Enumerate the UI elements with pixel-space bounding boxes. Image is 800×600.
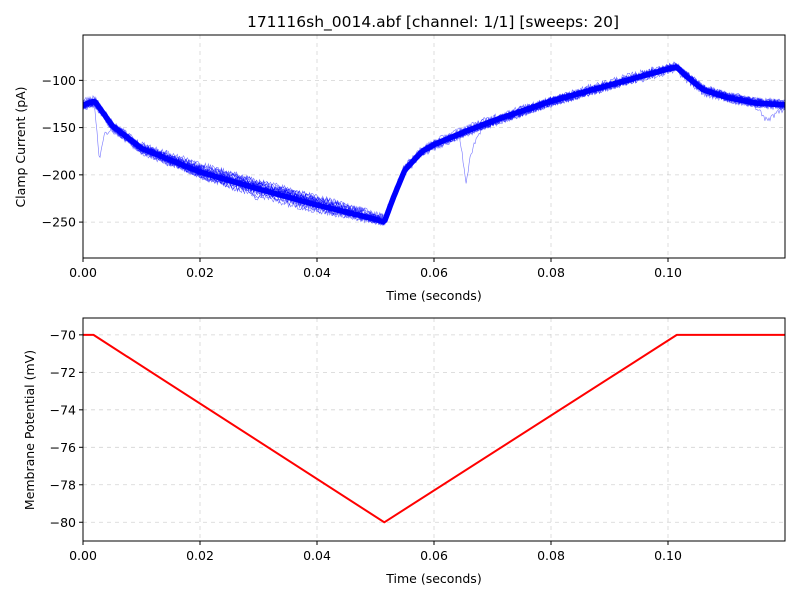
y-axis-label: Membrane Potential (mV) xyxy=(22,350,37,510)
y-tick-label: −150 xyxy=(42,120,76,135)
x-axis-label: Time (seconds) xyxy=(385,288,481,303)
x-tick-label: 0.10 xyxy=(654,548,682,563)
y-tick-label: −200 xyxy=(42,167,76,182)
y-tick-label: −76 xyxy=(50,440,76,455)
y-tick-label: −80 xyxy=(50,515,76,530)
x-tick-label: 0.06 xyxy=(420,548,448,563)
x-tick-label: 0.02 xyxy=(186,265,214,280)
x-tick-label: 0.00 xyxy=(69,548,97,563)
plot-area xyxy=(83,333,785,524)
x-tick-label: 0.08 xyxy=(537,548,565,563)
x-tick-label: 0.00 xyxy=(69,265,97,280)
y-tick-label: −250 xyxy=(42,215,76,230)
plot-area xyxy=(83,61,785,226)
y-tick-label: −100 xyxy=(42,73,76,88)
command-voltage-line xyxy=(83,333,785,524)
x-tick-label: 0.06 xyxy=(420,265,448,280)
x-tick-label: 0.02 xyxy=(186,548,214,563)
y-tick-label: −74 xyxy=(50,402,76,417)
x-tick-label: 0.10 xyxy=(654,265,682,280)
ticks: 0.00 0.02 0.04 0.06 0.08 0.10 −250 −200 −150 −100 xyxy=(42,73,682,280)
y-axis-label: Clamp Current (pA) xyxy=(13,86,28,207)
x-tick-label: 0.04 xyxy=(303,265,331,280)
grid xyxy=(82,35,785,258)
membrane-potential-chart: 0.00 0.02 0.04 0.06 0.08 0.10 −80 −78 −76 −74 −72 −… xyxy=(22,317,786,586)
chart-title: 171116sh_0014.abf [channel: 1/1] [sweeps… xyxy=(247,13,619,32)
clamp-current-chart: 171116sh_0014.abf [channel: 1/1] [sweeps… xyxy=(13,13,786,303)
ticks: 0.00 0.02 0.04 0.06 0.08 0.10 −80 −78 −76 −74 −72 −… xyxy=(50,327,682,563)
y-tick-label: −70 xyxy=(50,327,76,342)
y-tick-label: −72 xyxy=(50,365,76,380)
x-tick-label: 0.08 xyxy=(537,265,565,280)
x-axis-label: Time (seconds) xyxy=(385,571,481,586)
mean-sweep-band xyxy=(83,64,785,225)
y-tick-label: −78 xyxy=(50,477,76,492)
x-tick-label: 0.04 xyxy=(303,548,331,563)
